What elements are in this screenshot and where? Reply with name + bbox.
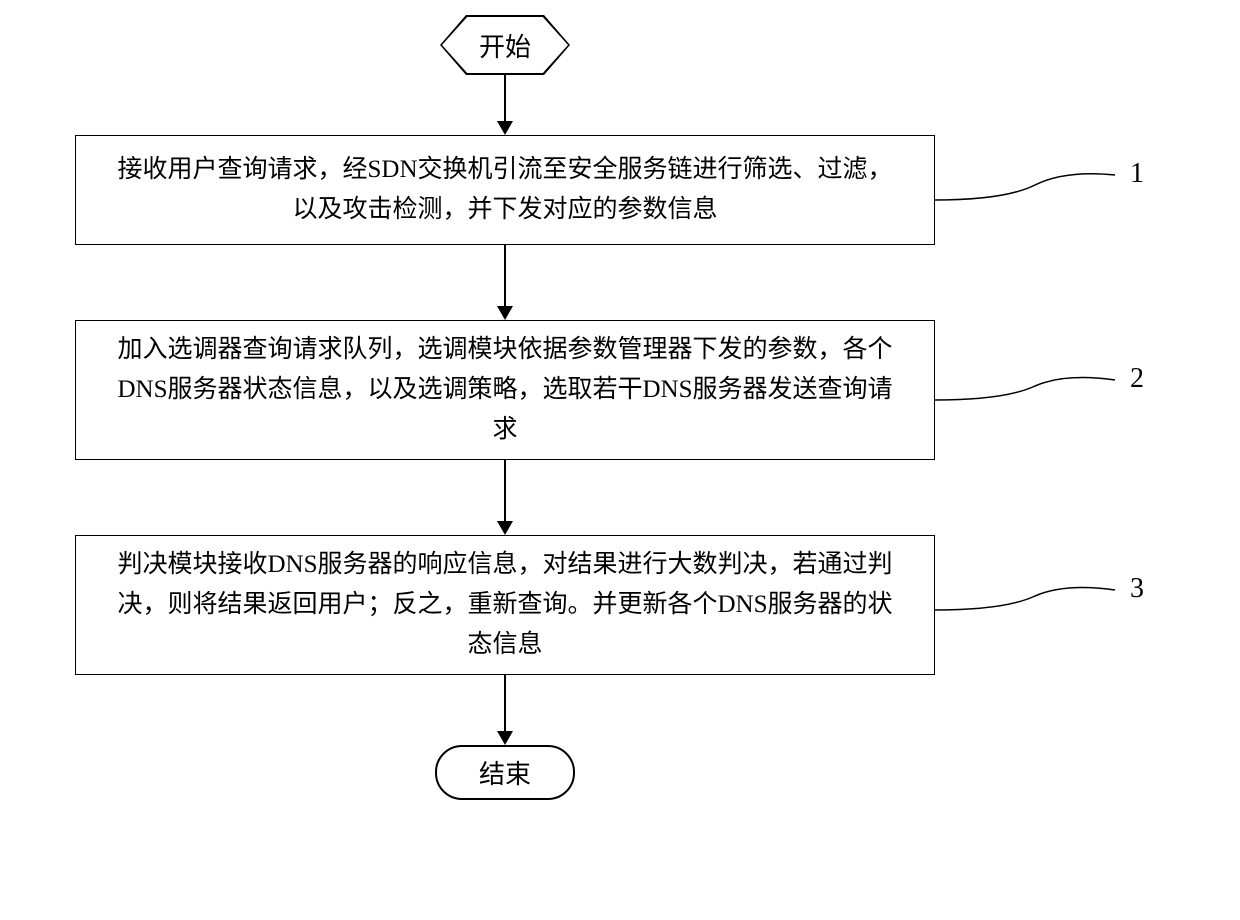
callout-1-number: 1 <box>1130 158 1144 190</box>
callout-3-line <box>935 578 1125 628</box>
arrow-4-head <box>497 731 513 745</box>
callout-1-line <box>935 165 1125 215</box>
arrow-4 <box>504 675 506 731</box>
arrow-2 <box>504 245 506 306</box>
end-terminal: 结束 <box>435 745 575 800</box>
end-label: 结束 <box>479 754 531 791</box>
arrow-1 <box>504 75 506 121</box>
start-label: 开始 <box>479 27 531 64</box>
callout-3-number: 3 <box>1130 573 1144 605</box>
start-terminal: 开始 <box>440 15 570 75</box>
arrow-2-head <box>497 306 513 320</box>
process-step-1-text: 接收用户查询请求，经SDN交换机引流至安全服务链进行筛选、过滤，以及攻击检测，并… <box>106 150 904 230</box>
process-step-1: 接收用户查询请求，经SDN交换机引流至安全服务链进行筛选、过滤，以及攻击检测，并… <box>75 135 935 245</box>
process-step-2-text: 加入选调器查询请求队列，选调模块依据参数管理器下发的参数，各个DNS服务器状态信… <box>106 330 904 450</box>
process-step-3: 判决模块接收DNS服务器的响应信息，对结果进行大数判决，若通过判决，则将结果返回… <box>75 535 935 675</box>
callout-2-number: 2 <box>1130 363 1144 395</box>
process-step-2: 加入选调器查询请求队列，选调模块依据参数管理器下发的参数，各个DNS服务器状态信… <box>75 320 935 460</box>
arrow-1-head <box>497 121 513 135</box>
process-step-3-text: 判决模块接收DNS服务器的响应信息，对结果进行大数判决，若通过判决，则将结果返回… <box>106 545 904 665</box>
flowchart-container: 开始 接收用户查询请求，经SDN交换机引流至安全服务链进行筛选、过滤，以及攻击检… <box>0 0 1240 920</box>
arrow-3 <box>504 460 506 521</box>
arrow-3-head <box>497 521 513 535</box>
callout-2-line <box>935 368 1125 418</box>
